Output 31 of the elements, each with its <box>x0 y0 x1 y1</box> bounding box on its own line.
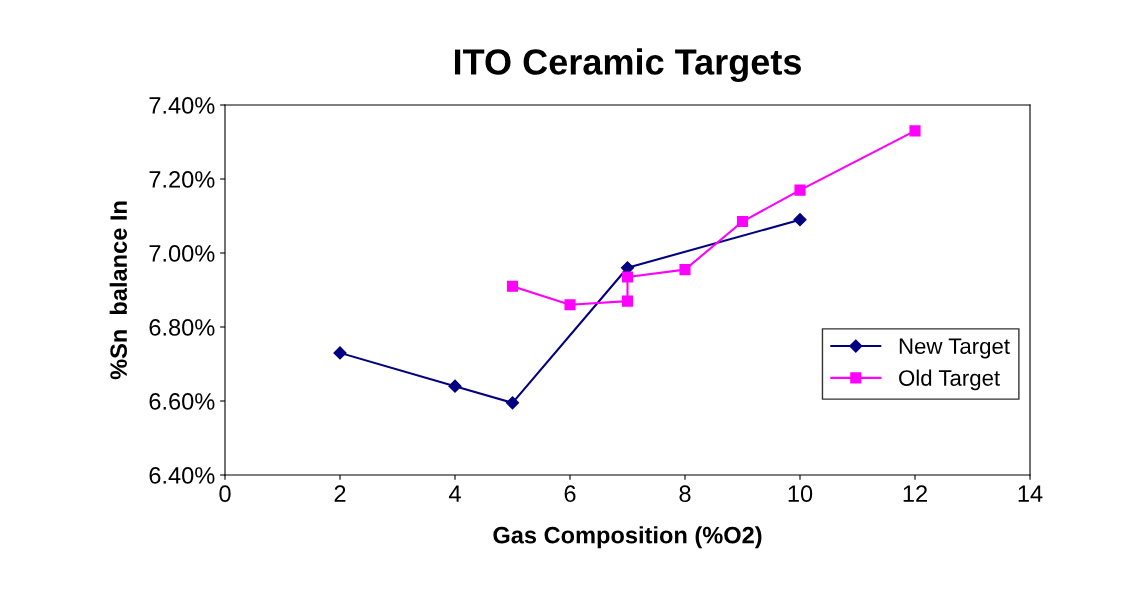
y-tick-label: 7.00% <box>149 245 215 262</box>
y-tick-label: 7.40% <box>149 97 215 114</box>
x-tick-label: 14 <box>1018 485 1043 502</box>
point <box>621 271 634 283</box>
point <box>793 213 807 227</box>
y-tick-label: 6.80% <box>149 319 215 336</box>
x-tick-label: 6 <box>564 485 576 503</box>
point <box>505 396 520 410</box>
y-tick-label: 6.40% <box>149 467 215 484</box>
point <box>794 184 806 196</box>
x-tick-label: 2 <box>334 485 346 502</box>
x-tick-label: 12 <box>903 485 927 502</box>
point <box>679 264 691 276</box>
point <box>333 346 347 360</box>
x-tick-label: 8 <box>679 485 691 503</box>
point <box>564 299 576 311</box>
point <box>909 125 921 137</box>
x-tick-label: 10 <box>788 485 813 503</box>
point <box>448 379 462 393</box>
point <box>621 295 634 307</box>
legend-label: New Target <box>899 338 1010 359</box>
point <box>736 215 749 228</box>
x-tick-label: 4 <box>448 485 461 502</box>
y-tick-label: 6.60% <box>149 393 215 410</box>
y-tick-label: 7.20% <box>149 171 215 188</box>
legend-label: Old Target <box>899 369 1000 391</box>
x-tick-label: 0 <box>219 485 231 503</box>
chart-title: ITO Ceramic Targets <box>454 48 801 83</box>
point <box>506 280 519 292</box>
x-axis-title: Gas Composition (%O2) <box>493 526 762 549</box>
y-axis-title: %Sn balance In <box>109 201 127 380</box>
